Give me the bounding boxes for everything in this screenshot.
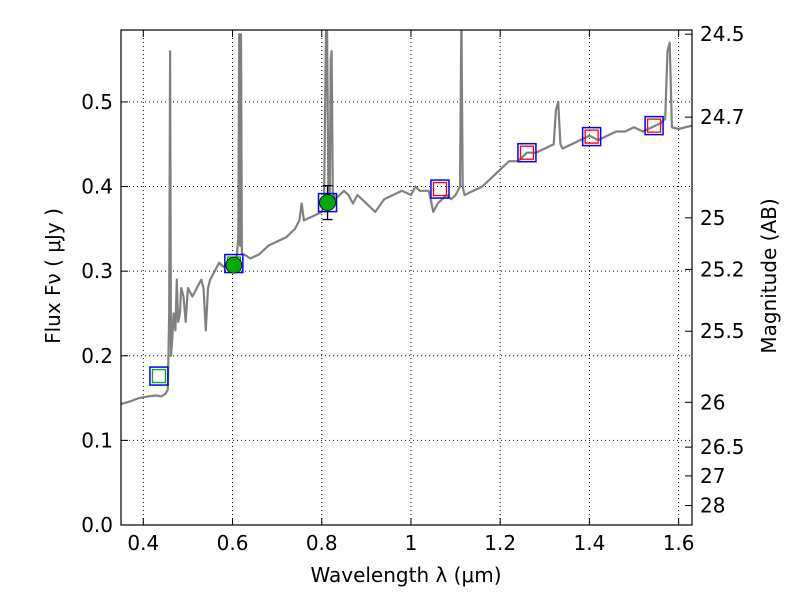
x-tick-label: 0.4 bbox=[127, 531, 159, 555]
band-marker-box bbox=[646, 118, 662, 133]
spectrum-series bbox=[121, 30, 692, 406]
right-tick-label: 26.5 bbox=[700, 435, 745, 459]
grid bbox=[121, 30, 692, 525]
band-marker-box bbox=[432, 181, 448, 197]
x-tick-label: 1.6 bbox=[663, 531, 695, 555]
x-tick-label: 1.2 bbox=[484, 531, 516, 555]
y-tick-label: 0.4 bbox=[81, 175, 113, 199]
right-tick-label: 24.5 bbox=[700, 22, 745, 46]
right-axis-title: Magnitude (AB) bbox=[757, 198, 781, 353]
spectrum-line bbox=[121, 30, 692, 406]
photometry-points bbox=[149, 115, 664, 386]
axis-ticks bbox=[121, 30, 692, 526]
band-marker-box bbox=[584, 129, 599, 144]
y-tick-label: 0.1 bbox=[81, 428, 113, 452]
x-tick-label: 0.6 bbox=[217, 531, 249, 555]
model-photometry-box bbox=[644, 115, 664, 136]
right-tick-label: 28 bbox=[700, 494, 725, 518]
right-tick-label: 24.7 bbox=[700, 105, 745, 129]
right-tick-label: 27 bbox=[700, 464, 725, 488]
model-photometry-box bbox=[517, 142, 537, 163]
band-marker-box bbox=[151, 368, 167, 384]
observed-point bbox=[225, 256, 243, 274]
y-tick-label: 0.2 bbox=[81, 344, 113, 368]
right-tick-label: 25.5 bbox=[700, 319, 745, 343]
right-tick-label: 25 bbox=[700, 206, 725, 230]
tick-labels: 0.4 0.6 0.8 1 1.2 1.4 1.6 0.0 0.1 0.2 0.3 0.4 0.5 24.… bbox=[81, 22, 744, 555]
y-axis-title: Flux Fν ( μJy ) bbox=[41, 208, 65, 344]
x-tick-label: 1.4 bbox=[573, 531, 605, 555]
x-tick-label: 0.8 bbox=[306, 531, 338, 555]
right-tick-label: 26 bbox=[700, 390, 725, 414]
band-marker-box bbox=[519, 145, 535, 160]
observed-point bbox=[319, 194, 336, 212]
model-photometry-box bbox=[581, 126, 602, 147]
x-axis-title: Wavelength λ (μm) bbox=[310, 563, 501, 587]
plot-frame bbox=[120, 29, 693, 526]
y-tick-label: 0.3 bbox=[81, 259, 113, 283]
model-photometry-box bbox=[430, 179, 450, 199]
model-photometry-box bbox=[149, 366, 169, 386]
y-tick-label: 0.5 bbox=[81, 90, 113, 114]
y-tick-label: 0.0 bbox=[81, 513, 113, 537]
right-tick-label: 25.2 bbox=[700, 257, 745, 281]
x-tick-label: 1 bbox=[405, 531, 418, 555]
